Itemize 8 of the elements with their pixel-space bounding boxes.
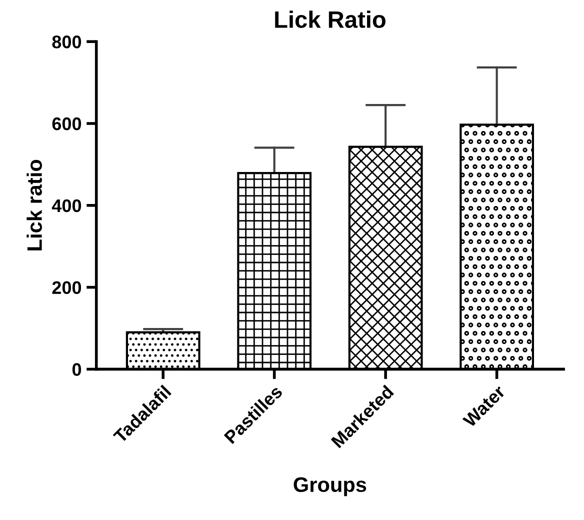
y-tick-label: 800 (52, 36, 82, 48)
y-tick-label: 200 (52, 281, 82, 294)
y-tick-label: 400 (52, 199, 82, 212)
x-axis-title: Groups (294, 477, 366, 496)
y-tick-label: 0 (72, 363, 82, 376)
chart-title: Lick Ratio (275, 10, 386, 28)
y-axis-title: Lick ratio (26, 160, 42, 250)
y-tick-label: 600 (52, 117, 82, 130)
